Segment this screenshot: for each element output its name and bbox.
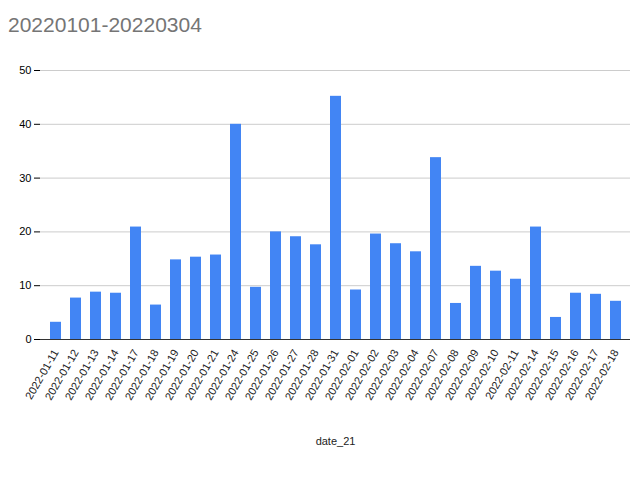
svg-text:2022-01-20: 2022-01-20 <box>162 347 201 402</box>
svg-text:2022-01-26: 2022-01-26 <box>242 347 281 402</box>
svg-text:2022-02-09: 2022-02-09 <box>442 347 481 402</box>
svg-text:20: 20 <box>19 225 31 237</box>
svg-text:date_21: date_21 <box>316 435 356 447</box>
svg-text:2022-01-12: 2022-01-12 <box>42 347 81 402</box>
svg-text:2022-02-02: 2022-02-02 <box>342 347 381 402</box>
svg-text:2022-02-07: 2022-02-07 <box>402 347 441 402</box>
svg-text:2022-01-28: 2022-01-28 <box>282 347 321 402</box>
svg-text:2022-01-27: 2022-01-27 <box>262 347 301 402</box>
svg-text:2022-01-19: 2022-01-19 <box>142 347 181 402</box>
svg-text:2022-01-25: 2022-01-25 <box>222 347 261 402</box>
svg-text:2022-01-17: 2022-01-17 <box>102 347 141 402</box>
svg-text:2022-02-16: 2022-02-16 <box>542 347 581 402</box>
svg-text:2022-01-14: 2022-01-14 <box>82 347 121 402</box>
svg-text:2022-02-01: 2022-02-01 <box>322 347 361 402</box>
svg-text:2022-02-18: 2022-02-18 <box>582 347 621 402</box>
svg-text:2022-02-11: 2022-02-11 <box>482 347 521 402</box>
svg-text:2022-01-13: 2022-01-13 <box>62 347 101 402</box>
svg-text:2022-02-17: 2022-02-17 <box>562 347 601 402</box>
svg-text:2022-01-31: 2022-01-31 <box>302 347 341 402</box>
svg-text:2022-02-15: 2022-02-15 <box>522 347 561 402</box>
svg-text:2022-01-11: 2022-01-11 <box>22 347 61 402</box>
svg-text:40: 40 <box>19 118 31 130</box>
svg-text:10: 10 <box>19 279 31 291</box>
svg-text:2022-02-14: 2022-02-14 <box>502 347 541 402</box>
svg-text:2022-02-08: 2022-02-08 <box>422 347 461 402</box>
svg-text:2022-02-03: 2022-02-03 <box>362 347 401 402</box>
html-text:20220101-20220304: 20220101-20220304 <box>8 13 202 36</box>
svg-text:2022-01-21: 2022-01-21 <box>182 347 221 402</box>
svg-text:2022-01-24: 2022-01-24 <box>202 347 241 402</box>
svg-text:2022-02-04: 2022-02-04 <box>382 347 421 402</box>
svg-text:2022-02-10: 2022-02-10 <box>462 347 501 402</box>
svg-text:50: 50 <box>19 64 31 76</box>
svg-text:0: 0 <box>25 333 31 345</box>
svg-text:2022-01-18: 2022-01-18 <box>122 347 161 402</box>
svg-text:30: 30 <box>19 172 31 184</box>
